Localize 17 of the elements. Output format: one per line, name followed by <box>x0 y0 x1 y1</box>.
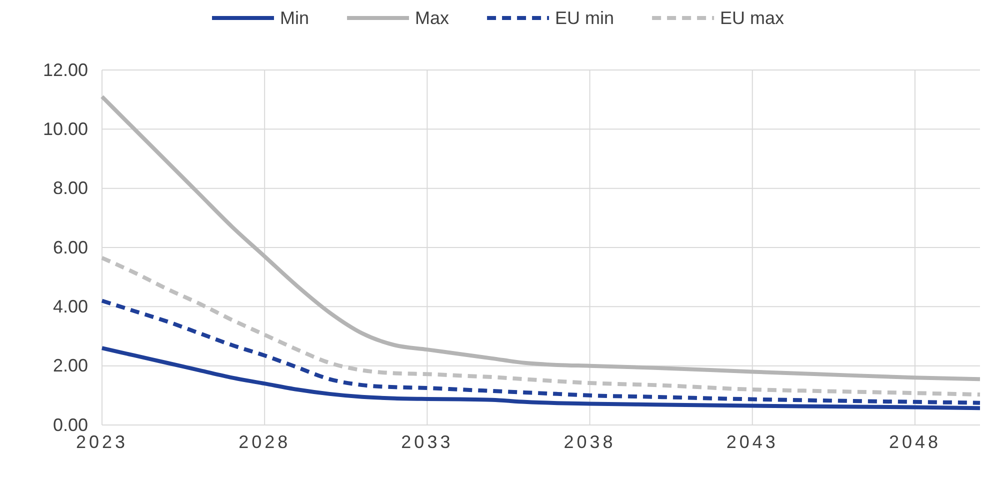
y-tick-label: 12.00 <box>42 60 88 80</box>
x-tick-label: 2048 <box>888 432 941 452</box>
x-tick-label: 2043 <box>726 432 778 452</box>
legend-label: Min <box>280 8 310 28</box>
x-tick-label: 2038 <box>564 432 616 452</box>
line-series <box>100 94 982 382</box>
y-tick-label: 8.00 <box>52 178 88 198</box>
y-tick-label: 2.00 <box>52 356 88 376</box>
y-tick-label: 4.00 <box>52 296 88 316</box>
legend-label: EU min <box>555 8 614 28</box>
x-tick-label: 2033 <box>401 432 454 452</box>
legend-label: EU max <box>720 8 784 28</box>
legend-label: Max <box>415 8 450 28</box>
line-series <box>100 256 982 397</box>
y-tick-label: 6.00 <box>52 237 88 258</box>
y-tick-label: 10.00 <box>42 118 88 139</box>
x-tick-label: 2028 <box>238 432 291 452</box>
